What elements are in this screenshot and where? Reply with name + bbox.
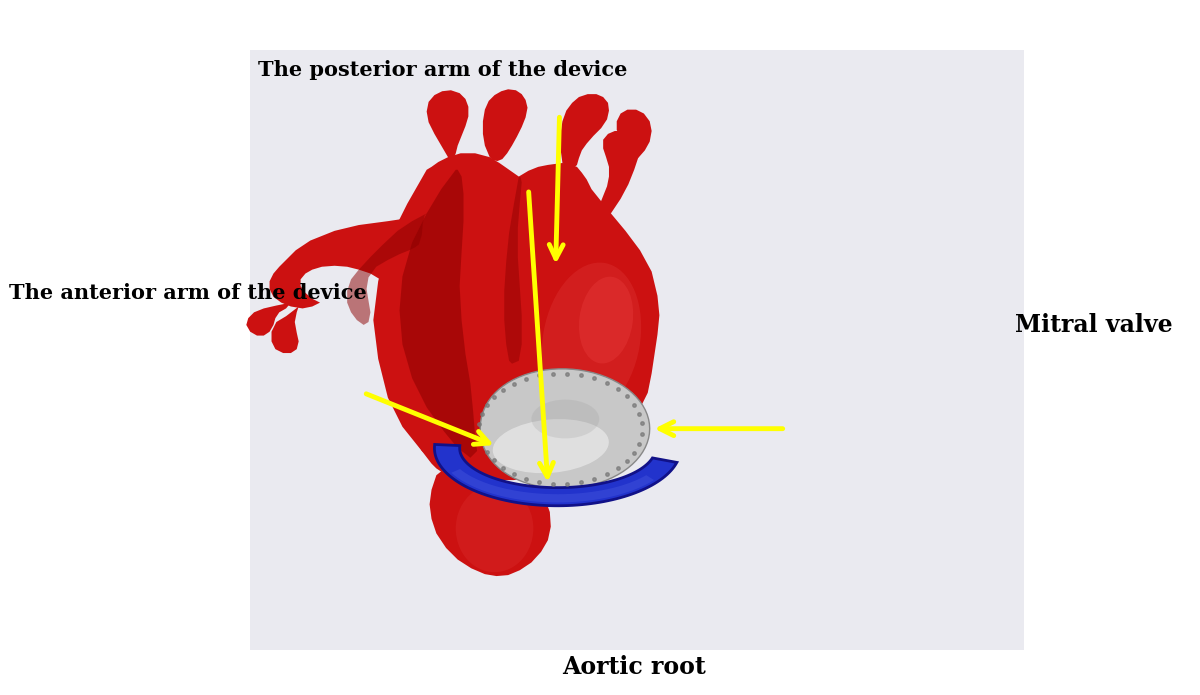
Polygon shape — [270, 213, 444, 473]
Polygon shape — [504, 177, 522, 363]
Ellipse shape — [532, 400, 599, 439]
Polygon shape — [560, 94, 608, 167]
Polygon shape — [347, 213, 427, 325]
Polygon shape — [482, 89, 528, 161]
Ellipse shape — [578, 277, 634, 363]
Polygon shape — [427, 90, 468, 160]
Ellipse shape — [542, 263, 641, 416]
Ellipse shape — [493, 419, 608, 473]
Bar — [250, 50, 1024, 650]
Polygon shape — [451, 469, 654, 502]
Polygon shape — [271, 306, 299, 353]
Polygon shape — [246, 302, 290, 336]
Polygon shape — [430, 468, 551, 576]
Ellipse shape — [456, 485, 533, 572]
Text: Mitral valve: Mitral valve — [1015, 313, 1172, 337]
Text: The anterior arm of the device: The anterior arm of the device — [10, 283, 367, 303]
Polygon shape — [373, 154, 659, 480]
Polygon shape — [434, 444, 677, 506]
Text: The posterior arm of the device: The posterior arm of the device — [258, 60, 628, 81]
Polygon shape — [400, 170, 478, 458]
Polygon shape — [480, 369, 649, 489]
Polygon shape — [599, 131, 640, 218]
Polygon shape — [617, 110, 652, 158]
Text: Aortic root: Aortic root — [563, 655, 706, 680]
